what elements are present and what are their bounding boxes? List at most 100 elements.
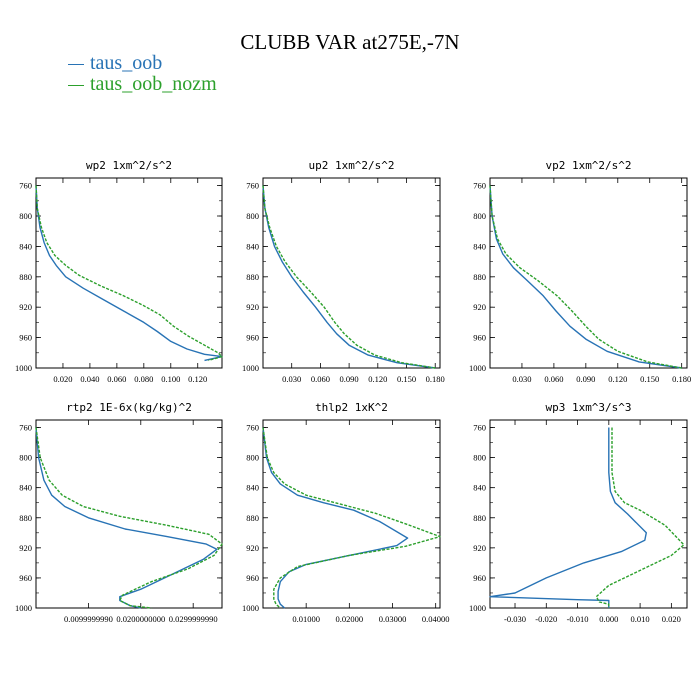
x-tick-label: 0.030: [282, 374, 301, 384]
plot-frame: [262, 177, 441, 369]
y-tick-label: 760: [246, 181, 259, 191]
panel-title: wp2 1xm^2/s^2: [86, 159, 172, 172]
x-tick-label: 0.090: [576, 374, 595, 384]
y-tick-label: 1000: [15, 603, 32, 613]
y-tick-label: 840: [473, 483, 486, 493]
series-line: [489, 185, 682, 369]
y-tick-label: 1000: [469, 603, 486, 613]
y-tick-label: 840: [473, 241, 486, 251]
plot-frame: [489, 419, 688, 609]
x-tick-label: 0.150: [640, 374, 659, 384]
x-tick-label: 0.060: [311, 374, 330, 384]
y-tick-label: 880: [473, 513, 486, 523]
x-tick-label: 0.01000: [292, 614, 320, 624]
y-tick-label: 960: [19, 573, 32, 583]
panel-title: wp3 1xm^3/s^3: [545, 401, 631, 414]
panel-title: vp2 1xm^2/s^2: [545, 159, 631, 172]
y-tick-label: 960: [246, 333, 259, 343]
plot-frame: [35, 419, 223, 609]
x-tick-label: 0.150: [397, 374, 416, 384]
x-tick-label: 0.180: [672, 374, 691, 384]
panel-title: thlp2 1xK^2: [315, 401, 388, 414]
y-tick-label: 760: [473, 181, 486, 191]
y-tick-label: 960: [473, 333, 486, 343]
y-tick-label: 920: [19, 543, 32, 553]
y-tick-label: 840: [246, 241, 259, 251]
x-tick-label: -0.030: [504, 614, 526, 624]
x-tick-label: 0.090: [340, 374, 359, 384]
x-tick-label: 0.100: [161, 374, 180, 384]
y-tick-label: 760: [19, 181, 32, 191]
legend-label: taus_oob_nozm: [90, 73, 217, 95]
y-tick-label: 920: [473, 302, 486, 312]
series-line: [35, 185, 223, 362]
y-tick-label: 760: [473, 423, 486, 433]
series-line: [262, 427, 409, 609]
series-line: [35, 427, 218, 609]
series-line: [262, 427, 441, 609]
y-tick-label: 840: [19, 483, 32, 493]
y-tick-label: 800: [19, 211, 32, 221]
legend-swatch: [68, 63, 84, 65]
x-tick-label: 0.02000: [336, 614, 364, 624]
plot-frame: [35, 177, 223, 369]
series-line: [35, 427, 223, 609]
y-tick-label: 880: [19, 513, 32, 523]
y-tick-label: 920: [246, 543, 259, 553]
y-tick-label: 920: [473, 543, 486, 553]
x-tick-label: -0.020: [535, 614, 557, 624]
y-tick-label: 800: [473, 211, 486, 221]
x-tick-label: 0.0299999990: [169, 614, 218, 624]
x-tick-label: 0.020: [53, 374, 72, 384]
y-tick-label: 920: [19, 302, 32, 312]
x-tick-label: 0.020: [662, 614, 681, 624]
y-tick-label: 960: [19, 333, 32, 343]
x-tick-label: 0.040: [80, 374, 99, 384]
legend-label: taus_oob: [90, 52, 163, 74]
y-tick-label: 840: [246, 483, 259, 493]
x-tick-label: 0.080: [134, 374, 153, 384]
series-line: [35, 185, 223, 362]
series-line: [262, 185, 436, 369]
x-tick-label: 0.060: [544, 374, 563, 384]
y-tick-label: 1000: [242, 603, 259, 613]
series-line: [489, 427, 647, 608]
y-tick-label: 1000: [469, 363, 486, 373]
x-tick-label: 0.030: [512, 374, 531, 384]
y-tick-label: 1000: [242, 363, 259, 373]
x-tick-label: -0.010: [567, 614, 589, 624]
y-tick-label: 880: [246, 513, 259, 523]
panel-title: rtp2 1E-6x(kg/kg)^2: [66, 401, 192, 414]
y-tick-label: 1000: [15, 363, 32, 373]
x-tick-label: 0.03000: [379, 614, 407, 624]
x-tick-label: 0.060: [107, 374, 126, 384]
y-tick-label: 920: [246, 302, 259, 312]
y-tick-label: 880: [19, 272, 32, 282]
y-tick-label: 960: [246, 573, 259, 583]
y-tick-label: 760: [19, 423, 32, 433]
x-tick-label: 0.120: [368, 374, 387, 384]
y-tick-label: 880: [246, 272, 259, 282]
y-tick-label: 840: [19, 241, 32, 251]
legend-item-taus-oob: taus_oob: [68, 52, 162, 75]
y-tick-label: 880: [473, 272, 486, 282]
series-line: [262, 185, 436, 369]
x-tick-label: 0.0200000000: [116, 614, 165, 624]
y-tick-label: 800: [19, 453, 32, 463]
y-tick-label: 800: [246, 453, 259, 463]
series-line: [489, 185, 682, 369]
x-tick-label: 0.04000: [422, 614, 450, 624]
x-tick-label: 0.120: [188, 374, 207, 384]
legend-swatch: [68, 84, 84, 86]
chart-title: CLUBB VAR at275E,-7N: [240, 30, 460, 54]
panel-title: up2 1xm^2/s^2: [308, 159, 394, 172]
x-tick-label: 0.120: [608, 374, 627, 384]
y-tick-label: 960: [473, 573, 486, 583]
x-tick-label: 0.000: [599, 614, 618, 624]
legend-item-taus-oob-nozm: taus_oob_nozm: [68, 73, 217, 96]
plot-frame: [262, 419, 441, 609]
x-tick-label: 0.0099999990: [64, 614, 113, 624]
y-tick-label: 800: [473, 453, 486, 463]
plot-frame: [489, 177, 688, 369]
